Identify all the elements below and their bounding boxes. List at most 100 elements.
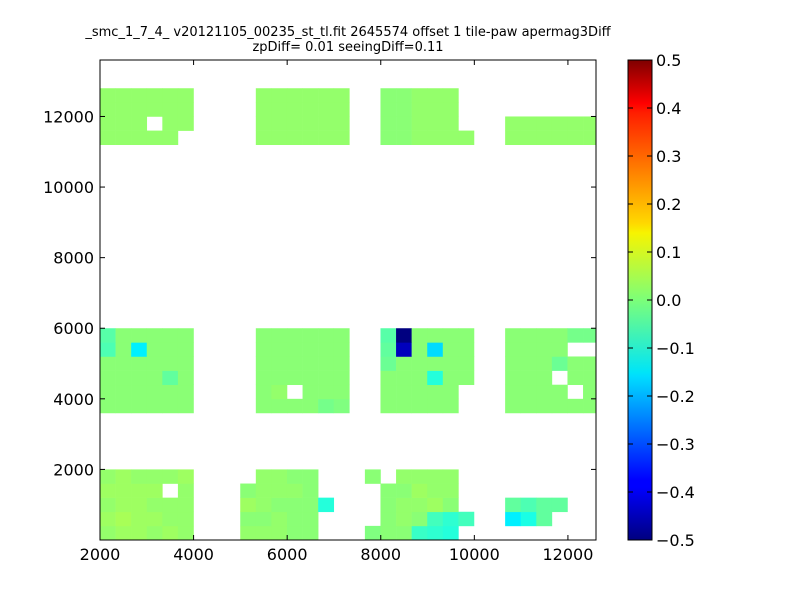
heatmap-cell	[380, 130, 397, 146]
heatmap-cell	[255, 102, 272, 117]
heatmap-cell	[131, 130, 148, 146]
heatmap-cell	[333, 102, 350, 117]
heatmap-cell	[583, 370, 597, 386]
heatmap-cell	[333, 398, 350, 414]
heatmap-cell	[411, 469, 428, 484]
heatmap-cell	[286, 483, 303, 498]
heatmap-cell	[458, 356, 475, 371]
heatmap-cell	[520, 356, 537, 371]
heatmap-cell	[255, 328, 272, 343]
heatmap-cell	[411, 511, 428, 527]
heatmap-cell	[131, 342, 148, 357]
heatmap-cell	[271, 398, 288, 414]
heatmap-cell	[255, 356, 272, 371]
heatmap-cell	[318, 102, 335, 117]
heatmap-cell	[302, 116, 319, 131]
heatmap-cell	[583, 130, 597, 146]
heatmap-cell	[286, 130, 303, 146]
heatmap-cell	[442, 102, 459, 117]
heatmap-cell	[551, 356, 568, 371]
heatmap-cell	[162, 342, 179, 357]
colorbar-tick-label: −0.5	[656, 531, 695, 550]
heatmap-cell	[131, 328, 148, 343]
heatmap-cell	[302, 398, 319, 414]
heatmap-cell	[411, 483, 428, 498]
heatmap-cell	[115, 398, 132, 414]
heatmap-cell	[427, 469, 444, 484]
heatmap-cell	[146, 398, 163, 414]
heatmap-cell	[536, 384, 553, 400]
heatmap-cell	[567, 328, 584, 343]
heatmap-cell	[380, 342, 397, 357]
heatmap-cell	[286, 370, 303, 386]
y-tick-label: 12000	[43, 107, 94, 126]
heatmap-cell	[427, 130, 444, 146]
heatmap-cell	[131, 88, 148, 103]
heatmap-cell	[536, 370, 553, 386]
heatmap-cell	[131, 102, 148, 117]
heatmap-cell	[177, 497, 194, 513]
heatmap-cell	[146, 384, 163, 400]
heatmap-cell	[567, 130, 584, 146]
heatmap-cell	[146, 525, 163, 541]
heatmap-cell	[131, 370, 148, 386]
heatmap-cell	[505, 356, 522, 371]
heatmap-cell	[396, 342, 412, 357]
heatmap-cell	[131, 525, 148, 541]
heatmap-cell	[177, 328, 194, 343]
heatmap-cell	[240, 511, 257, 527]
heatmap-cell	[364, 525, 381, 541]
x-tick-label: 6000	[267, 545, 308, 564]
heatmap-cell	[255, 398, 272, 414]
heatmap-cell	[240, 497, 257, 513]
heatmap-cell	[536, 398, 553, 414]
heatmap-cell	[146, 356, 163, 371]
heatmap-cell	[177, 384, 194, 400]
heatmap-cell	[286, 116, 303, 131]
heatmap-cell	[131, 398, 148, 414]
heatmap-cell	[505, 328, 522, 343]
heatmap-cell	[115, 102, 132, 117]
heatmap-cell	[271, 483, 288, 498]
heatmap-cell	[318, 328, 335, 343]
heatmap-cell	[551, 384, 568, 400]
heatmap-cell	[380, 116, 397, 131]
colorbar-tick-label: 0.4	[656, 99, 681, 118]
chart-title-line-2: zpDiff= 0.01 seeingDiff=0.11	[252, 40, 444, 55]
heatmap-cell	[271, 525, 288, 541]
heatmap-cell	[333, 356, 350, 371]
heatmap-cell	[131, 511, 148, 527]
heatmap-cell	[318, 497, 335, 513]
colorbar-tick-label: −0.4	[656, 483, 695, 502]
heatmap-cell	[162, 328, 179, 343]
heatmap-cell	[427, 88, 444, 103]
heatmap-cell	[583, 328, 597, 343]
heatmap-cell	[520, 497, 537, 513]
x-tick-label: 12000	[542, 545, 593, 564]
heatmap-cell	[302, 469, 319, 484]
heatmap-cell	[583, 356, 597, 371]
heatmap-cell	[162, 88, 179, 103]
heatmap-cell	[318, 116, 335, 131]
heatmap-cell	[505, 511, 522, 527]
heatmap-cell	[442, 88, 459, 103]
heatmap-cell	[115, 356, 132, 371]
heatmap-cell	[396, 384, 412, 400]
heatmap-cell	[333, 384, 350, 400]
heatmap-cell	[162, 511, 179, 527]
heatmap-cell	[302, 497, 319, 513]
heatmap-cell	[411, 525, 428, 541]
heatmap-cell	[100, 525, 116, 541]
heatmap-cell	[146, 511, 163, 527]
heatmap-cell	[162, 525, 179, 541]
heatmap-cell	[115, 511, 132, 527]
heatmap-cell	[458, 328, 475, 343]
heatmap-cell	[551, 130, 568, 146]
heatmap-cell	[567, 370, 584, 386]
heatmap-cell	[100, 497, 116, 513]
colorbar-tick-label: −0.3	[656, 435, 695, 454]
heatmap-cell	[115, 342, 132, 357]
heatmap-cell	[255, 497, 272, 513]
heatmap-cell	[442, 483, 459, 498]
colorbar-tick-label: 0.0	[656, 291, 681, 310]
